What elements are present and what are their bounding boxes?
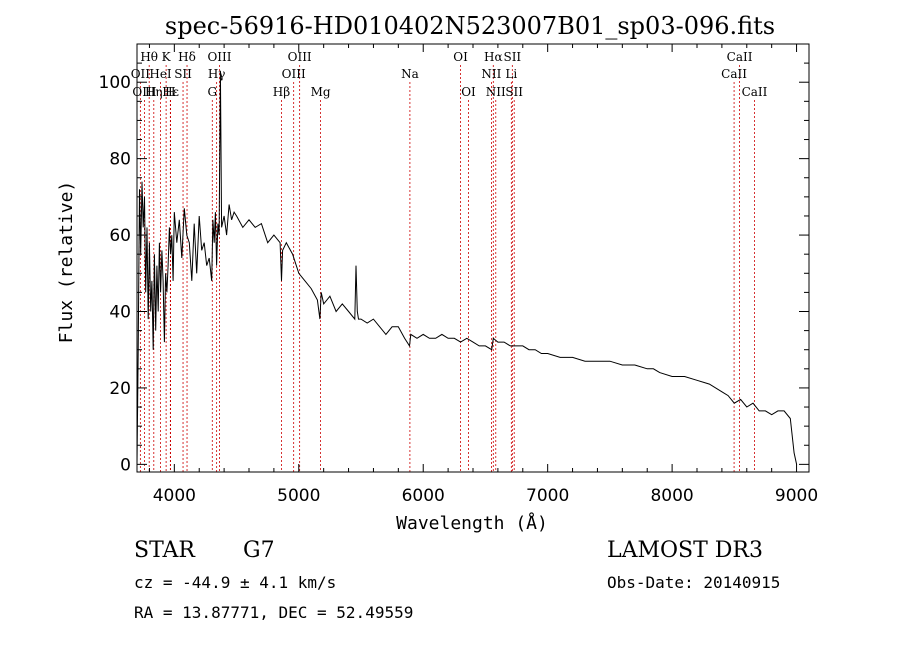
x-tick-label: 8000: [650, 486, 693, 506]
x-axis: 4000 5000 6000 7000 8000 9000: [148, 44, 818, 506]
y-tick-label: 60: [109, 226, 131, 246]
x-tick-label: 5000: [277, 486, 320, 506]
line-label: Hθ: [140, 50, 158, 64]
x-tick-label: 4000: [153, 486, 196, 506]
line-label: Hβ: [273, 85, 290, 99]
line-label: CaII: [727, 50, 753, 64]
x-tick-label: 6000: [402, 486, 445, 506]
coordinates: RA = 13.87771, DEC = 52.49559: [134, 603, 414, 622]
line-label: K: [162, 50, 172, 64]
y-tick-label: 40: [109, 303, 131, 323]
line-label: OI: [453, 50, 468, 64]
line-label: Hε: [162, 85, 179, 99]
line-label: Li: [505, 67, 517, 81]
line-label: HeI: [149, 67, 172, 81]
line-label: Hη: [145, 85, 163, 99]
line-label: H: [165, 85, 175, 99]
line-label: SII: [503, 50, 521, 64]
line-label: Hδ: [178, 50, 196, 64]
line-label: NII: [481, 67, 501, 81]
line-label: OIII: [282, 67, 306, 81]
object-subclass: G7: [243, 538, 275, 563]
y-tick-label: 100: [99, 73, 131, 93]
line-label: OIII: [132, 85, 156, 99]
line-label: OII: [131, 67, 151, 81]
redshift-cz: cz = -44.9 ± 4.1 km/s: [134, 573, 337, 592]
line-label: NII: [486, 85, 506, 99]
emission-line-markers: [139, 65, 755, 472]
x-axis-label: Wavelength (Å): [396, 512, 548, 534]
object-class: STAR: [134, 538, 195, 563]
line-label: SII: [174, 67, 192, 81]
line-label: Hγ: [208, 67, 226, 81]
line-label: SII: [505, 85, 523, 99]
chart-title: spec-56916-HD010402N523007B01_sp03-096.f…: [165, 12, 775, 40]
line-label: CaII: [742, 85, 768, 99]
line-label: OI: [461, 85, 476, 99]
y-tick-label: 0: [120, 455, 131, 475]
line-label: OIII: [207, 50, 231, 64]
line-label: G: [207, 85, 217, 99]
y-tick-label: 80: [109, 150, 131, 170]
x-tick-label: 9000: [775, 486, 818, 506]
line-label: Na: [401, 67, 419, 81]
line-label: CaII: [721, 67, 747, 81]
line-label: Hα: [484, 50, 503, 64]
y-axis-label: Flux (relative): [56, 181, 77, 344]
line-label: Mg: [311, 85, 331, 99]
y-tick-label: 20: [109, 379, 131, 399]
spectrum-line: [136, 70, 798, 465]
emission-line-labels: HθOIIOIIIHηHeIHεKSIIHHδGHγOIIIHβOIIIOIII…: [131, 50, 768, 99]
y-axis: 0 20 40 60 80 100: [99, 62, 809, 475]
plot-frame: [136, 43, 810, 473]
survey-name: LAMOST DR3: [607, 538, 763, 563]
observation-date: Obs-Date: 20140915: [607, 573, 781, 592]
x-tick-label: 7000: [526, 486, 569, 506]
line-label: OIII: [288, 50, 312, 64]
